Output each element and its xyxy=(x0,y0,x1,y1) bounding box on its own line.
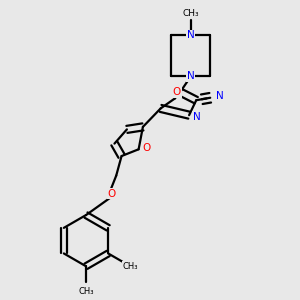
Text: O: O xyxy=(107,189,116,199)
Text: N: N xyxy=(216,91,224,101)
Text: N: N xyxy=(187,71,195,81)
Text: N: N xyxy=(193,112,201,122)
Text: O: O xyxy=(172,87,181,97)
Text: N: N xyxy=(187,30,195,40)
Text: O: O xyxy=(142,142,151,152)
Text: CH₃: CH₃ xyxy=(78,287,94,296)
Text: CH₃: CH₃ xyxy=(123,262,138,271)
Text: CH₃: CH₃ xyxy=(183,9,199,18)
